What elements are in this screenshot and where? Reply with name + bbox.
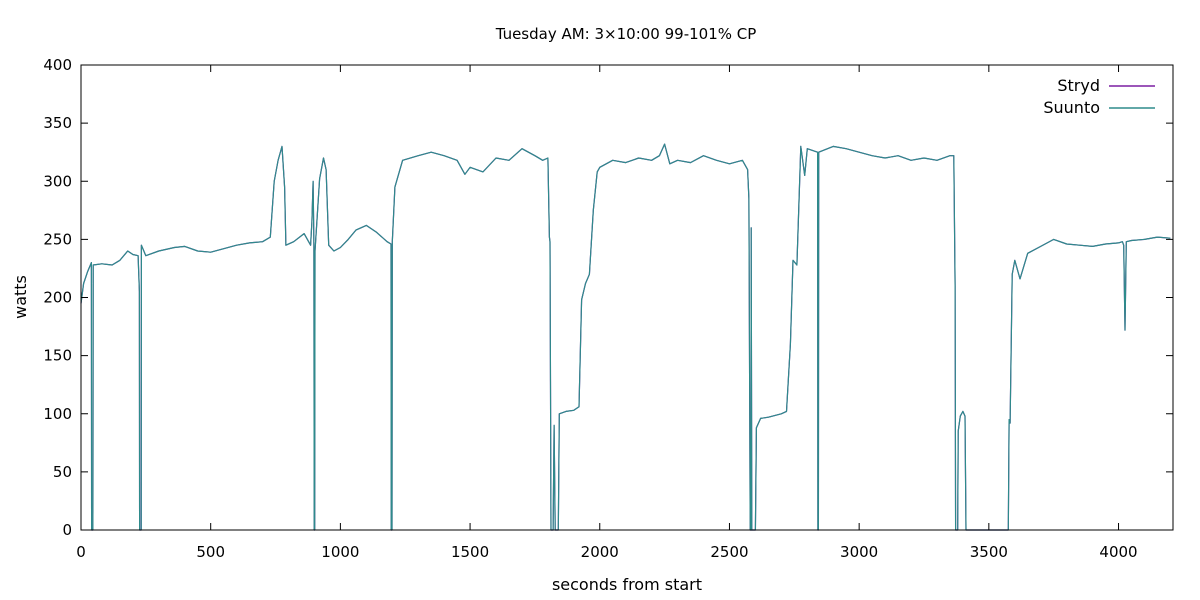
x-tick-label: 1500 bbox=[451, 543, 489, 561]
legend-label-stryd: Stryd bbox=[1057, 76, 1100, 95]
y-tick-label: 150 bbox=[43, 347, 72, 365]
y-tick-label: 250 bbox=[43, 230, 72, 248]
x-axis: 0 500 1000 1500 2000 2500 3000 3500 4000 bbox=[76, 65, 1138, 561]
y-tick-label: 200 bbox=[43, 289, 72, 307]
x-tick-label: 2500 bbox=[710, 543, 748, 561]
y-tick-label: 300 bbox=[43, 172, 72, 190]
x-tick-label: 3500 bbox=[970, 543, 1008, 561]
x-axis-title: seconds from start bbox=[552, 575, 702, 594]
x-tick-label: 4000 bbox=[1099, 543, 1137, 561]
x-tick-label: 2000 bbox=[581, 543, 619, 561]
legend-label-suunto: Suunto bbox=[1043, 98, 1100, 117]
y-tick-label: 350 bbox=[43, 114, 72, 132]
y-tick-label: 50 bbox=[53, 463, 72, 481]
x-tick-label: 3000 bbox=[840, 543, 878, 561]
y-axis: 0 50 100 150 200 250 300 350 400 bbox=[43, 56, 1173, 539]
x-tick-label: 1000 bbox=[321, 543, 359, 561]
y-axis-title: watts bbox=[11, 275, 30, 319]
y-tick-label: 100 bbox=[43, 405, 72, 423]
y-tick-label: 0 bbox=[62, 521, 72, 539]
x-tick-label: 500 bbox=[196, 543, 225, 561]
y-tick-label: 400 bbox=[43, 56, 72, 74]
x-tick-label: 0 bbox=[76, 543, 86, 561]
legend: Stryd Suunto bbox=[1043, 76, 1155, 117]
chart-title: Tuesday AM: 3×10:00 99-101% CP bbox=[495, 25, 757, 43]
